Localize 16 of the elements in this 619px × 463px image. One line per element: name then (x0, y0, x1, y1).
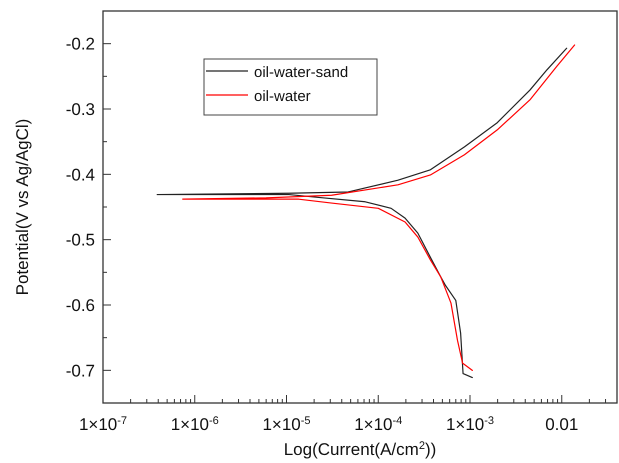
x-tick-label: 1×10$^{-4}$ (354, 415, 402, 434)
x-tick-label: 0.01 (545, 415, 578, 434)
legend-label: oil-water (254, 88, 311, 105)
y-tick-label: -0.4 (66, 165, 95, 184)
y-tick-label: -0.2 (66, 34, 95, 54)
y-tick-label: -0.7 (66, 361, 95, 380)
x-tick-label: 1×10$^{-3}$ (446, 415, 494, 434)
x-axis-title: Log(Current(A/cm$^{2}$)) (284, 440, 436, 459)
y-tick-label: -0.6 (66, 296, 95, 315)
y-tick-label: -0.5 (66, 230, 95, 250)
legend-label: oil-water-sand (254, 64, 348, 81)
x-tick-label: 1×10$^{-7}$ (78, 415, 128, 434)
y-tick-label: -0.3 (66, 100, 95, 119)
x-tick-label: 1×10$^{-6}$ (170, 415, 219, 434)
y-axis-title: Potential(V vs Ag/AgCl) (13, 118, 32, 296)
x-tick-label: 1×10$^{-5}$ (262, 415, 311, 434)
